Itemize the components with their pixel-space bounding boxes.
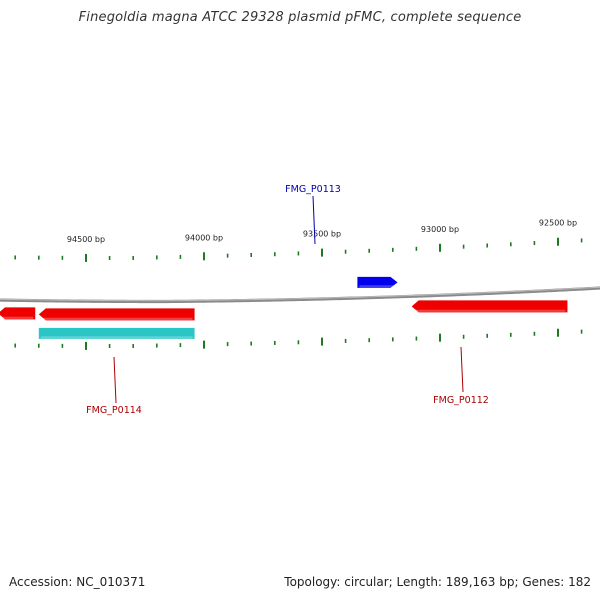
gene-label-fmg_p0114[interactable]: FMG_P0114 [86,405,142,416]
reverse-gene-arrow[interactable] [0,307,36,320]
tick-marks-outer [14,237,583,262]
tick-marks-inner [14,328,583,350]
tick-label: 93500 bp [303,230,341,239]
gene-leader-line [460,346,464,393]
map-title: Finegoldia magna ATCC 29328 plasmid pFMC… [78,10,522,25]
feature-shading [359,285,396,288]
gene-leader-line [312,195,316,245]
reverse-gene-arrow[interactable] [411,300,568,313]
reverse-gene-arrow[interactable] [38,308,195,321]
tick-label: 94000 bp [185,233,223,242]
sequence-summary: Topology: circular; Length: 189,163 bp; … [284,575,591,589]
gene-leader-line [113,356,117,404]
gene-label-fmg_p0113[interactable]: FMG_P0113 [285,184,341,195]
feature-shading [413,309,566,312]
gene-labels: FMG_P0113 FMG_P0112 FMG_P0114 [86,184,489,416]
cds-feature-bar[interactable] [38,327,195,339]
feature-shading [40,336,193,339]
accession-text: Accession: NC_010371 [9,575,146,589]
feature-track [0,276,568,339]
feature-shading [0,316,34,319]
feature-shading [40,317,193,320]
backbone-highlight [0,286,600,302]
backbone-line [0,286,600,304]
tick-label: 94500 bp [67,235,105,244]
forward-gene-arrow[interactable] [357,276,398,288]
sequence-backbone [0,286,600,304]
tick-label: 93000 bp [421,225,459,234]
gene-label-fmg_p0112[interactable]: FMG_P0112 [433,395,489,406]
tick-label: 92500 bp [539,219,577,228]
tick-labels: 94500 bp 94000 bp 93500 bp 93000 bp 92500 bp [67,219,577,244]
